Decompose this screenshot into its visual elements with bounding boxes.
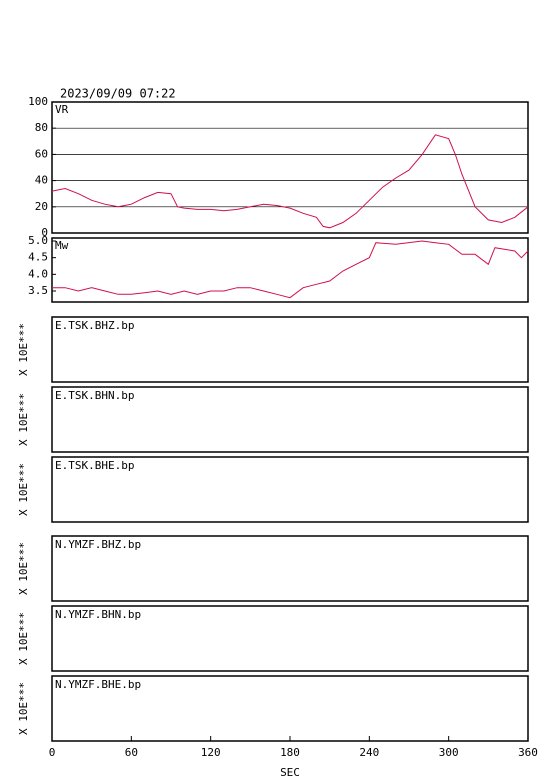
y-tick-label: 3.5	[28, 284, 48, 297]
y-tick-label: 4.5	[28, 251, 48, 264]
y-tick-label: 40	[35, 174, 48, 187]
trace-frame	[51, 456, 529, 523]
y-tick-label: 0	[41, 226, 48, 239]
trace-scale: X 10E***	[17, 463, 30, 516]
trace-frame	[51, 386, 529, 453]
y-tick-label: 80	[35, 121, 48, 134]
series-line	[52, 240, 529, 299]
y-tick-label: 100	[28, 95, 48, 108]
x-tick-label: 300	[439, 746, 459, 759]
y-tick-label: 4.0	[28, 267, 48, 280]
panel-frame	[51, 101, 529, 234]
y-tick-label: 60	[35, 147, 48, 160]
trace-frame	[51, 605, 529, 672]
trace-scale: X 10E***	[17, 682, 30, 735]
x-axis-label: SEC	[280, 766, 300, 779]
y-tick-label: 5.0	[28, 234, 48, 247]
trace-frame	[51, 316, 529, 383]
trace-scale: X 10E***	[17, 542, 30, 595]
trace-frame	[51, 535, 529, 602]
trace-scale: X 10E***	[17, 612, 30, 665]
trace-name: E.TSK.BHN.bp	[55, 389, 134, 402]
x-tick-label: 240	[359, 746, 379, 759]
x-tick-label: 60	[125, 746, 138, 759]
trace-name: E.TSK.BHE.bp	[55, 459, 134, 472]
x-tick-label: 360	[518, 746, 538, 759]
trace-name: N.YMZF.BHE.bp	[55, 678, 141, 691]
trace-name: E.TSK.BHZ.bp	[55, 319, 134, 332]
panel-label: Mw	[55, 239, 69, 252]
trace-name: N.YMZF.BHZ.bp	[55, 538, 141, 551]
y-tick-label: 20	[35, 200, 48, 213]
series-line	[51, 134, 529, 229]
trace-scale: X 10E***	[17, 393, 30, 446]
x-tick-label: 120	[201, 746, 221, 759]
panel-label: VR	[55, 103, 69, 116]
trace-name: N.YMZF.BHN.bp	[55, 608, 141, 621]
x-tick-label: 0	[49, 746, 56, 759]
trace-scale: X 10E***	[17, 323, 30, 376]
panel-frame	[51, 237, 529, 303]
x-tick-label: 180	[280, 746, 300, 759]
figure-title: 2023/09/09 07:22	[60, 87, 176, 101]
